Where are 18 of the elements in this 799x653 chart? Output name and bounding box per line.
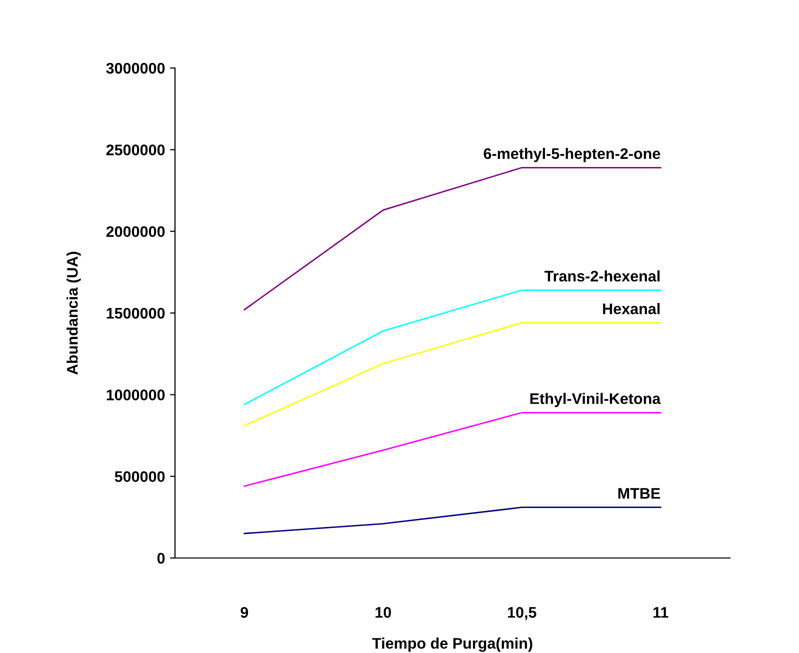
y-tick-label: 500000 [114, 471, 165, 482]
x-tick-label: 11 [654, 607, 668, 618]
y-tick-label: 3000000 [106, 62, 165, 74]
x-tick-label: 9 [240, 607, 248, 618]
x-axis-title: Tiempo de Purga(min) [372, 638, 532, 652]
y-tick-label: 1500000 [106, 308, 165, 319]
y-tick-label: 2500000 [106, 144, 165, 156]
series-label: MTBE [618, 488, 660, 499]
series-label: 6-methyl-5-hepten-2-one [484, 148, 660, 162]
y-tick-label: 2000000 [106, 226, 165, 238]
x-tick-label: 10 [376, 607, 391, 618]
x-tick-label: 10,5 [508, 607, 536, 620]
y-tick-label: 0 [157, 552, 165, 564]
series-label: Ethyl-Vinil-Ketona [530, 392, 661, 408]
y-tick-label: 1000000 [106, 390, 165, 400]
series-label: Trans-2-hexenal [544, 270, 660, 282]
y-axis-title: Abundancia (UA) [66, 252, 81, 375]
series-label: Hexanal [603, 303, 660, 314]
